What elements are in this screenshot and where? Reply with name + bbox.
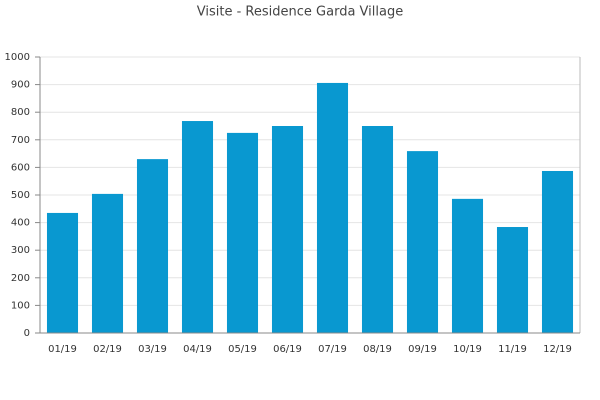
bar xyxy=(271,126,304,333)
y-tick-label: 700 xyxy=(11,135,30,146)
y-tick-label: 500 xyxy=(11,190,30,201)
x-tick-label: 02/19 xyxy=(93,344,122,355)
x-tick-label: 05/19 xyxy=(228,344,257,355)
x-tick-label: 07/19 xyxy=(318,344,347,355)
x-tick-label: 04/19 xyxy=(183,344,212,355)
bar xyxy=(406,151,439,333)
bar xyxy=(181,121,214,333)
y-tick-label: 800 xyxy=(11,107,30,118)
bar xyxy=(316,82,349,333)
x-tick-label: 10/19 xyxy=(453,344,482,355)
y-tick-label: 400 xyxy=(11,218,30,229)
x-tick-label: 11/19 xyxy=(498,344,527,355)
y-tick-label: 1000 xyxy=(5,52,30,63)
y-tick-label: 0 xyxy=(24,328,30,339)
bar xyxy=(361,126,394,333)
bar xyxy=(496,227,529,333)
x-tick-label: 08/19 xyxy=(363,344,392,355)
bar xyxy=(136,159,169,333)
y-tick-label: 300 xyxy=(11,245,30,256)
x-tick-label: 09/19 xyxy=(408,344,437,355)
x-tick-label: 06/19 xyxy=(273,344,302,355)
bar xyxy=(451,198,484,333)
y-tick-label: 900 xyxy=(11,80,30,91)
y-tick-label: 100 xyxy=(11,300,30,311)
chart-title: Visite - Residence Garda Village xyxy=(197,5,403,20)
x-tick-label: 12/19 xyxy=(543,344,572,355)
x-tick-label: 03/19 xyxy=(138,344,167,355)
bar xyxy=(46,212,79,333)
y-tick-label: 600 xyxy=(11,162,30,173)
bar xyxy=(91,193,124,333)
y-tick-label: 200 xyxy=(11,273,30,284)
bar xyxy=(226,132,259,333)
x-tick-label: 01/19 xyxy=(48,344,77,355)
bar xyxy=(541,170,574,333)
